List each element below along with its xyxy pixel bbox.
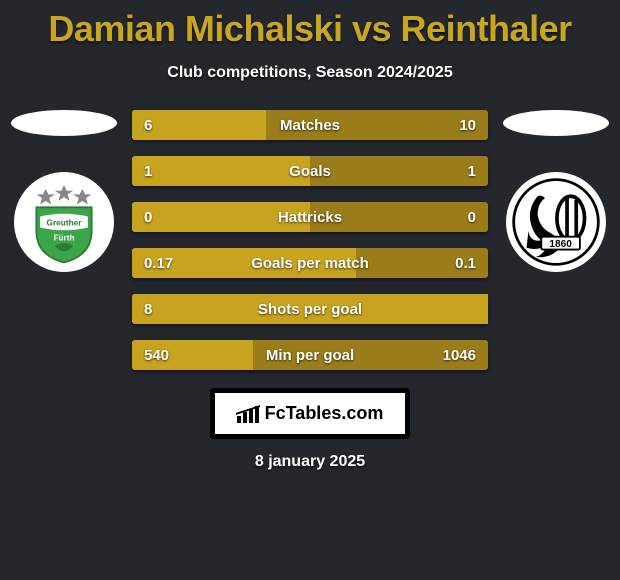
bar-right-value: 0.1 <box>455 248 476 278</box>
left-player-ellipse <box>11 110 117 136</box>
date-text: 8 january 2025 <box>255 453 365 471</box>
bar-row: 0Hattricks0 <box>132 202 488 232</box>
right-column: 1860 <box>496 110 616 272</box>
svg-text:1860: 1860 <box>549 239 572 250</box>
svg-text:Greuther: Greuther <box>47 219 83 228</box>
bar-right-value: 1046 <box>443 340 476 370</box>
right-club-badge: 1860 <box>506 172 606 272</box>
bar-label: Min per goal <box>132 340 488 370</box>
bar-right-value: 0 <box>468 202 476 232</box>
page-title: Damian Michalski vs Reinthaler <box>0 0 620 50</box>
bar-label: Goals <box>132 156 488 186</box>
bar-label: Matches <box>132 110 488 140</box>
chart-icon <box>237 405 259 423</box>
bar-right-value: 10 <box>459 110 476 140</box>
page-subtitle: Club competitions, Season 2024/2025 <box>0 64 620 82</box>
1860-muenchen-crest-icon: 1860 <box>510 176 602 268</box>
comparison-content: Greuther Fürth 6Matches101Goals10Hattric… <box>0 110 620 370</box>
greuther-fuerth-crest-icon: Greuther Fürth <box>18 176 110 268</box>
bar-label: Shots per goal <box>132 294 488 324</box>
bar-row: 0.17Goals per match0.1 <box>132 248 488 278</box>
bar-label: Goals per match <box>132 248 488 278</box>
left-column: Greuther Fürth <box>4 110 124 272</box>
brand-text: FcTables.com <box>265 403 384 424</box>
bar-row: 6Matches10 <box>132 110 488 140</box>
left-club-badge: Greuther Fürth <box>14 172 114 272</box>
bar-row: 1Goals1 <box>132 156 488 186</box>
bar-row: 540Min per goal1046 <box>132 340 488 370</box>
footer: FcTables.com 8 january 2025 <box>0 388 620 471</box>
bar-right-value: 1 <box>468 156 476 186</box>
brand-badge: FcTables.com <box>210 388 411 439</box>
bar-label: Hattricks <box>132 202 488 232</box>
comparison-bars: 6Matches101Goals10Hattricks00.17Goals pe… <box>124 110 496 370</box>
svg-text:Fürth: Fürth <box>53 233 74 242</box>
right-player-ellipse <box>503 110 609 136</box>
bar-row: 8Shots per goal <box>132 294 488 324</box>
